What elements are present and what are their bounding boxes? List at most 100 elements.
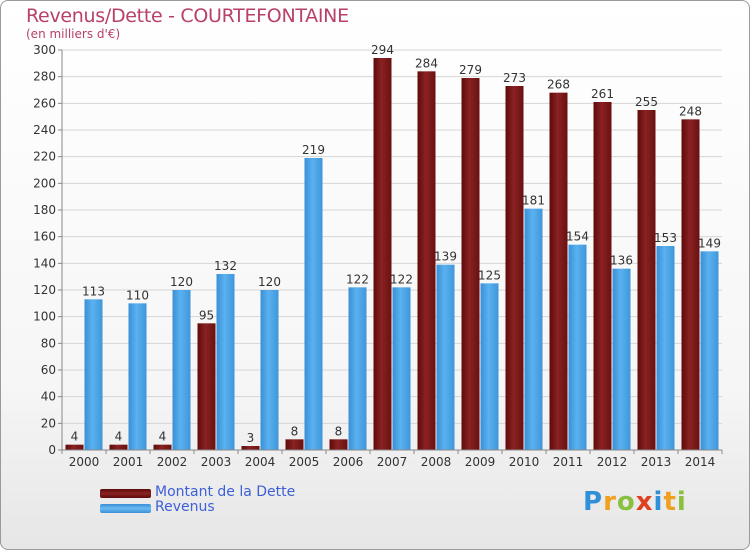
- x-tick-label: 2005: [289, 455, 320, 469]
- y-tick-label: 60: [41, 363, 56, 377]
- data-label-debt-2002: 4: [159, 430, 167, 444]
- bar-debt-2002: [153, 444, 172, 450]
- x-tick-label: 2012: [597, 455, 628, 469]
- x-tick-label: 2003: [201, 455, 232, 469]
- y-tick-label: 260: [33, 96, 56, 110]
- logo-letter: x: [635, 487, 654, 517]
- logo-letter: P: [583, 487, 604, 517]
- x-tick-label: 2006: [333, 455, 364, 469]
- x-tick-label: 2014: [685, 455, 716, 469]
- data-labels: 4 113 4 110 4 120 95 132 3 120 8 219 8 122 294 122 284 13…: [71, 43, 721, 445]
- data-label-debt-2013: 255: [635, 95, 658, 109]
- chart-subtitle: (en milliers d'€): [26, 27, 121, 41]
- bar-debt-2003: [197, 323, 216, 450]
- bar-debt-2014: [681, 119, 700, 450]
- x-axis: 2000 2001 2002 2003 2004 2005 2006 2007 2008 2009…: [61, 449, 723, 469]
- bar-debt-2012: [593, 102, 612, 450]
- bar-revenue-2008: [436, 264, 455, 450]
- data-label-debt-2004: 3: [247, 431, 255, 445]
- data-label-debt-2009: 279: [459, 63, 482, 77]
- data-label-revenue-2009: 125: [478, 268, 501, 282]
- x-tick-label: 2008: [421, 455, 452, 469]
- bar-revenue-2010: [524, 208, 543, 450]
- x-tick-label: 2007: [377, 455, 408, 469]
- legend-swatch-revenue: [100, 504, 151, 513]
- bar-debt-2001: [109, 444, 128, 450]
- x-tick-label: 2000: [69, 455, 100, 469]
- x-tick-label: 2013: [641, 455, 672, 469]
- y-tick-label: 200: [33, 176, 56, 190]
- data-label-revenue-2005: 219: [302, 143, 325, 157]
- bars-group: [65, 58, 719, 451]
- bar-revenue-2009: [480, 283, 499, 450]
- y-tick-label: 100: [33, 310, 56, 324]
- bar-revenue-2000: [84, 299, 103, 450]
- bar-debt-2009: [461, 78, 480, 450]
- logo-letter: o: [616, 487, 636, 517]
- data-label-revenue-2010: 181: [522, 194, 545, 208]
- bar-revenue-2014: [700, 251, 719, 450]
- bar-revenue-2012: [612, 268, 631, 450]
- data-label-revenue-2013: 153: [654, 231, 677, 245]
- data-label-debt-2001: 4: [115, 430, 123, 444]
- bar-debt-2006: [329, 439, 348, 450]
- data-label-revenue-2001: 110: [126, 288, 149, 302]
- grid-lines: [62, 49, 722, 424]
- x-tick-label: 2001: [113, 455, 144, 469]
- data-label-debt-2012: 261: [591, 87, 614, 101]
- y-tick-label: 140: [33, 256, 56, 270]
- x-tick-label: 2004: [245, 455, 276, 469]
- x-tick-label: 2009: [465, 455, 496, 469]
- bar-revenue-2007: [392, 287, 411, 450]
- data-label-debt-2006: 8: [335, 424, 343, 438]
- y-tick-label: 0: [48, 443, 56, 457]
- y-tick-label: 300: [33, 43, 56, 57]
- bar-debt-2000: [65, 444, 84, 450]
- bar-revenue-2006: [348, 287, 367, 450]
- data-label-revenue-2006: 122: [346, 272, 369, 286]
- bar-revenue-2001: [128, 303, 147, 450]
- y-tick-label: 280: [33, 70, 56, 84]
- bar-debt-2008: [417, 71, 436, 450]
- bar-revenue-2013: [656, 246, 675, 450]
- bar-revenue-2003: [216, 274, 235, 450]
- data-label-debt-2014: 248: [679, 104, 702, 118]
- logo-letter: r: [603, 487, 617, 517]
- data-label-revenue-2000: 113: [82, 284, 105, 298]
- data-label-revenue-2003: 132: [214, 259, 237, 273]
- y-tick-label: 240: [33, 123, 56, 137]
- bar-revenue-2002: [172, 290, 191, 450]
- proxiti-logo: Proxiti: [583, 487, 687, 517]
- y-tick-label: 160: [33, 230, 56, 244]
- bar-debt-2010: [505, 86, 524, 450]
- bar-debt-2004: [241, 446, 260, 450]
- data-label-debt-2010: 273: [503, 71, 526, 85]
- bar-revenue-2004: [260, 290, 279, 450]
- data-label-debt-2008: 284: [415, 56, 438, 70]
- legend-label-revenue: Revenus: [155, 499, 215, 515]
- x-tick-label: 2002: [157, 455, 188, 469]
- logo-letter: i: [676, 487, 687, 517]
- y-tick-label: 20: [41, 416, 56, 430]
- data-label-revenue-2008: 139: [434, 250, 457, 264]
- data-label-revenue-2011: 154: [566, 230, 589, 244]
- y-tick-label: 40: [41, 390, 56, 404]
- bar-debt-2007: [373, 58, 392, 450]
- legend-swatch-debt: [100, 489, 151, 498]
- logo-letter: i: [653, 487, 664, 517]
- x-tick-label: 2011: [553, 455, 584, 469]
- logo-letter: t: [663, 487, 677, 517]
- data-label-revenue-2002: 120: [170, 275, 193, 289]
- bar-debt-2011: [549, 92, 568, 451]
- y-tick-label: 120: [33, 283, 56, 297]
- y-tick-label: 180: [33, 203, 56, 217]
- data-label-debt-2011: 268: [547, 78, 570, 92]
- data-label-debt-2000: 4: [71, 430, 79, 444]
- y-tick-label: 220: [33, 150, 56, 164]
- chart-title: Revenus/Dette - COURTEFONTAINE: [26, 5, 349, 27]
- data-label-debt-2005: 8: [291, 424, 299, 438]
- bar-debt-2005: [285, 439, 304, 450]
- y-axis: 0 20 40 60 80 100 120 140 160 180 200 220 240 260 280 3…: [33, 43, 63, 457]
- bar-debt-2013: [637, 110, 656, 450]
